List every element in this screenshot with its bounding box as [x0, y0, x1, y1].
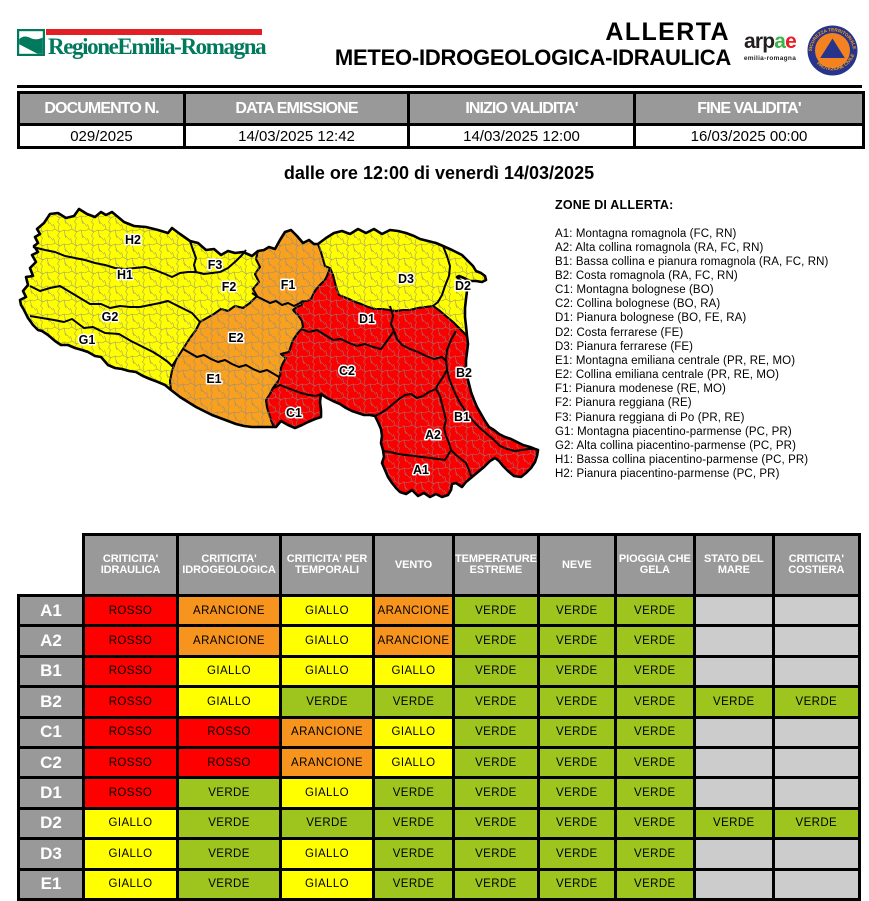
- svg-text:E2: E2: [228, 331, 243, 345]
- svg-text:G2: G2: [102, 310, 119, 324]
- svg-text:F1: F1: [281, 278, 296, 292]
- svg-text:D3: D3: [398, 272, 414, 286]
- svg-text:B2: B2: [456, 366, 472, 380]
- svg-text:F2: F2: [222, 280, 237, 294]
- svg-text:D1: D1: [359, 312, 375, 326]
- svg-text:H1: H1: [117, 268, 133, 282]
- svg-text:H2: H2: [125, 233, 141, 247]
- svg-text:C1: C1: [286, 406, 302, 420]
- svg-text:A2: A2: [425, 428, 441, 442]
- svg-text:A1: A1: [413, 463, 429, 477]
- svg-text:C2: C2: [339, 364, 355, 378]
- svg-text:D2: D2: [455, 279, 471, 293]
- svg-text:G1: G1: [79, 333, 96, 347]
- svg-text:B1: B1: [454, 410, 470, 424]
- svg-text:E1: E1: [206, 372, 221, 386]
- svg-text:F3: F3: [208, 258, 223, 272]
